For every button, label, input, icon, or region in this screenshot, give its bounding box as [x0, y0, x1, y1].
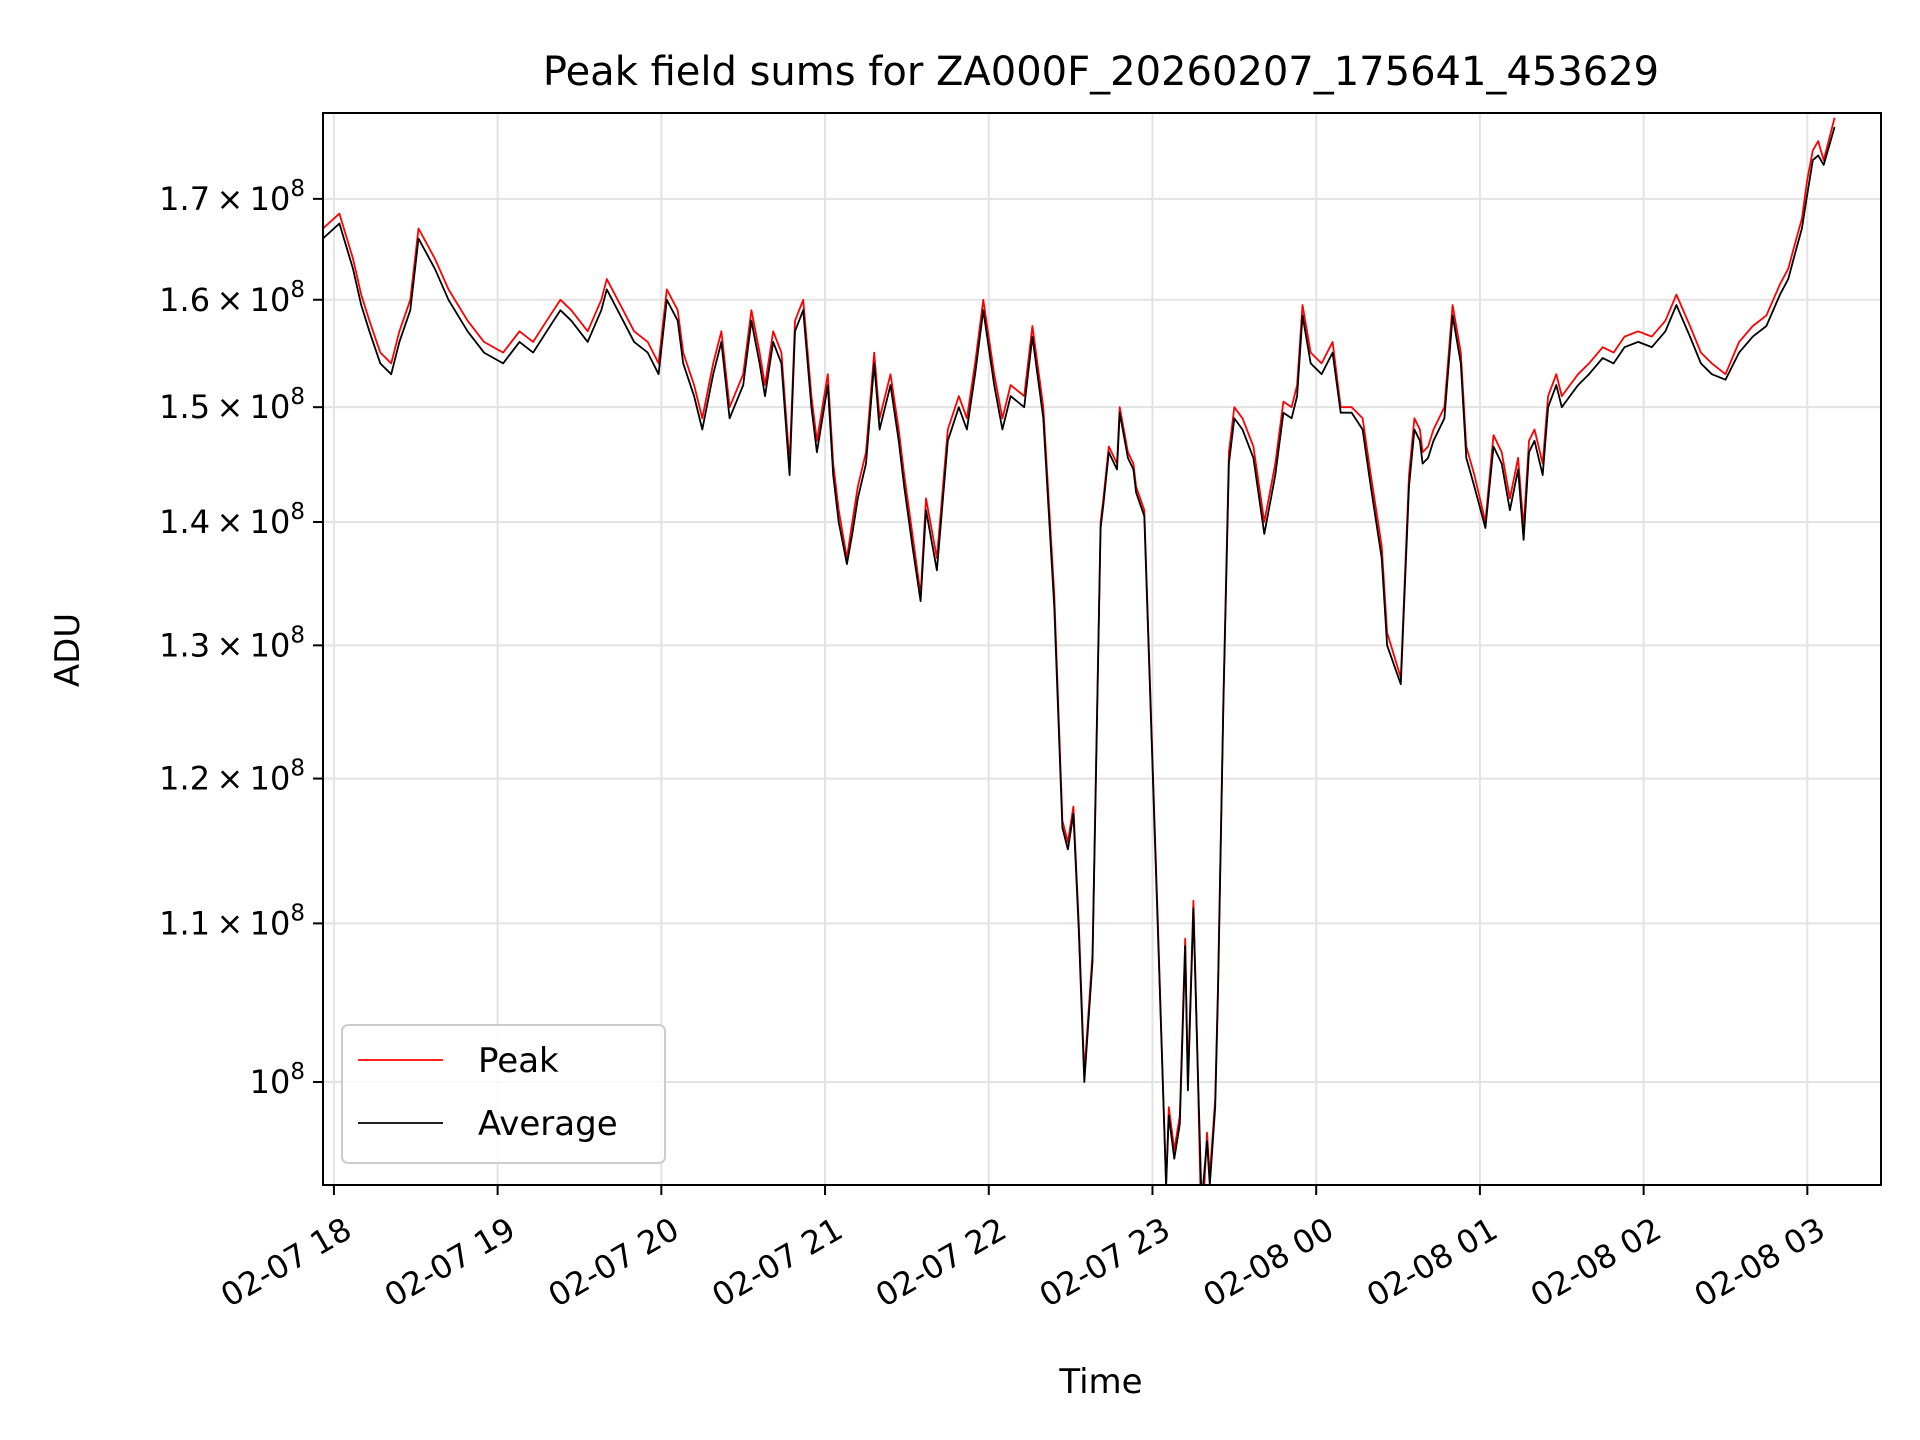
y-tick-label: 1.5 × 108 — [159, 384, 305, 426]
y-tick-label: 108 — [250, 1059, 305, 1101]
chart-title: Peak field sums for ZA000F_20260207_1756… — [543, 49, 1659, 95]
y-axis-label: ADU — [48, 613, 88, 687]
y-tick-label: 1.1 × 108 — [159, 900, 305, 942]
plot-area — [323, 117, 1836, 1185]
plot-frame — [322, 112, 1882, 1186]
legend-peak-label: Peak — [478, 1041, 559, 1081]
y-tick-label: 1.6 × 108 — [159, 277, 305, 319]
y-tick-label: 1.3 × 108 — [159, 622, 305, 664]
y-axis: 108 1.1 × 108 1.2 × 108 1.3 × 108 1.4 × 108 1… — [159, 176, 323, 1101]
series-line-average — [323, 126, 1836, 1185]
y-tick-label: 1.4 × 108 — [159, 499, 305, 541]
y-tick-label: 1.7 × 108 — [159, 176, 305, 218]
legend: Peak Average — [341, 1024, 666, 1164]
series-line-peak — [323, 117, 1836, 1185]
x-axis-label: Time — [1058, 1362, 1142, 1402]
legend-average-label: Average — [478, 1104, 618, 1144]
y-tick-label: 1.2 × 108 — [159, 756, 305, 798]
